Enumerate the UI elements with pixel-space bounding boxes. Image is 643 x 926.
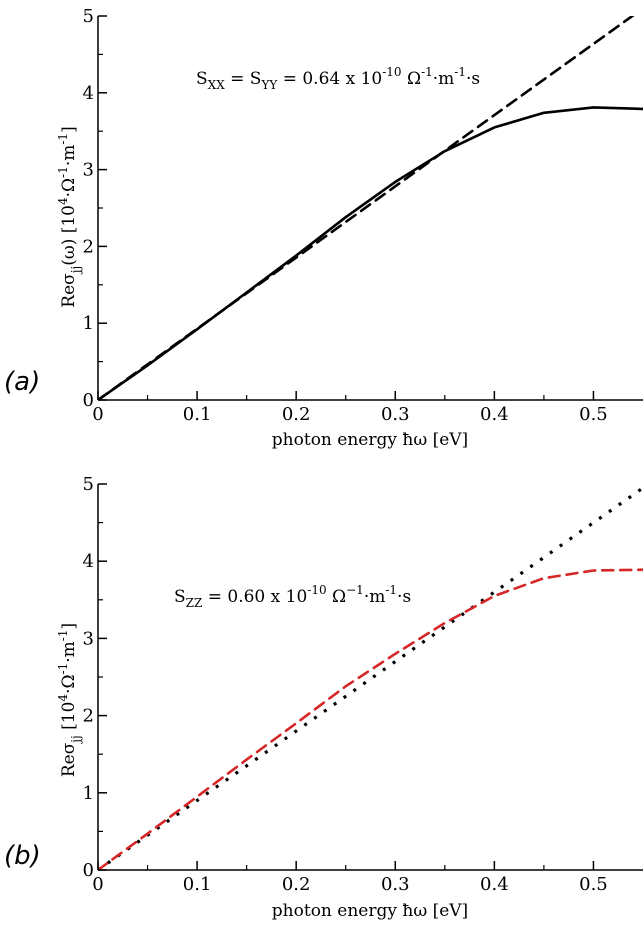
y-tick-label-b: 2 xyxy=(83,706,94,727)
y-axis-label-a: Reσjj(ω) [104·Ω-1·m-1] xyxy=(56,126,83,307)
x-tick-label-b: 0.1 xyxy=(183,874,212,895)
series-dashed-a xyxy=(98,16,635,400)
y-tick-label-a: 2 xyxy=(83,236,94,257)
x-axis-label-b: photon energy ħω [eV] xyxy=(272,901,468,921)
series-solid-a xyxy=(98,106,643,400)
y-tick-label-b: 0 xyxy=(83,860,94,881)
x-tick-label-a: 0.1 xyxy=(183,404,212,425)
panel-b: 0 0.1 0.2 0.3 0.4 0.5 0 1 2 3 4 5 photon energy ħω … xyxy=(4,474,643,921)
series-dotted-b xyxy=(98,486,643,870)
y-tick-label-b: 5 xyxy=(83,474,94,495)
panel-label-a: (a) xyxy=(4,367,40,397)
x-tick-label-b: 0.5 xyxy=(579,874,608,895)
panel-a: 0 0.1 0.2 0.3 0.4 0.5 0 1 2 3 4 5 photon energy ħω … xyxy=(4,6,643,450)
y-tick-label-b: 1 xyxy=(83,783,94,804)
y-tick-label-a: 5 xyxy=(83,6,94,27)
panel-label-b: (b) xyxy=(4,841,41,871)
x-tick-label-b: 0 xyxy=(92,874,103,895)
x-tick-label-b: 0.2 xyxy=(282,874,311,895)
series-dashed-b xyxy=(98,568,643,870)
y-axis-label-b: Reσjj [104·Ω-1·m-1] xyxy=(56,623,83,777)
x-axis-label-a: photon energy ħω [eV] xyxy=(272,430,468,450)
y-tick-label-b: 4 xyxy=(83,551,94,572)
x-tick-label-a: 0 xyxy=(92,404,103,425)
x-tick-label-b: 0.4 xyxy=(480,874,509,895)
y-tick-label-b: 3 xyxy=(83,628,94,649)
x-tick-label-a: 0.2 xyxy=(282,404,311,425)
y-tick-label-a: 4 xyxy=(83,83,94,104)
annotation-sxx-syy: SXX = SYY = 0.64 x 10-10 Ω-1·m-1·s xyxy=(196,65,480,92)
x-tick-label-b: 0.3 xyxy=(381,874,410,895)
annotation-szz: SZZ = 0.60 x 10-10 Ω−1·m-1·s xyxy=(174,583,411,610)
y-tick-label-a: 0 xyxy=(83,390,94,411)
x-tick-label-a: 0.4 xyxy=(480,404,509,425)
y-tick-label-a: 1 xyxy=(83,313,94,334)
x-tick-label-a: 0.5 xyxy=(579,404,608,425)
y-tick-label-a: 3 xyxy=(83,160,94,181)
x-tick-label-a: 0.3 xyxy=(381,404,410,425)
